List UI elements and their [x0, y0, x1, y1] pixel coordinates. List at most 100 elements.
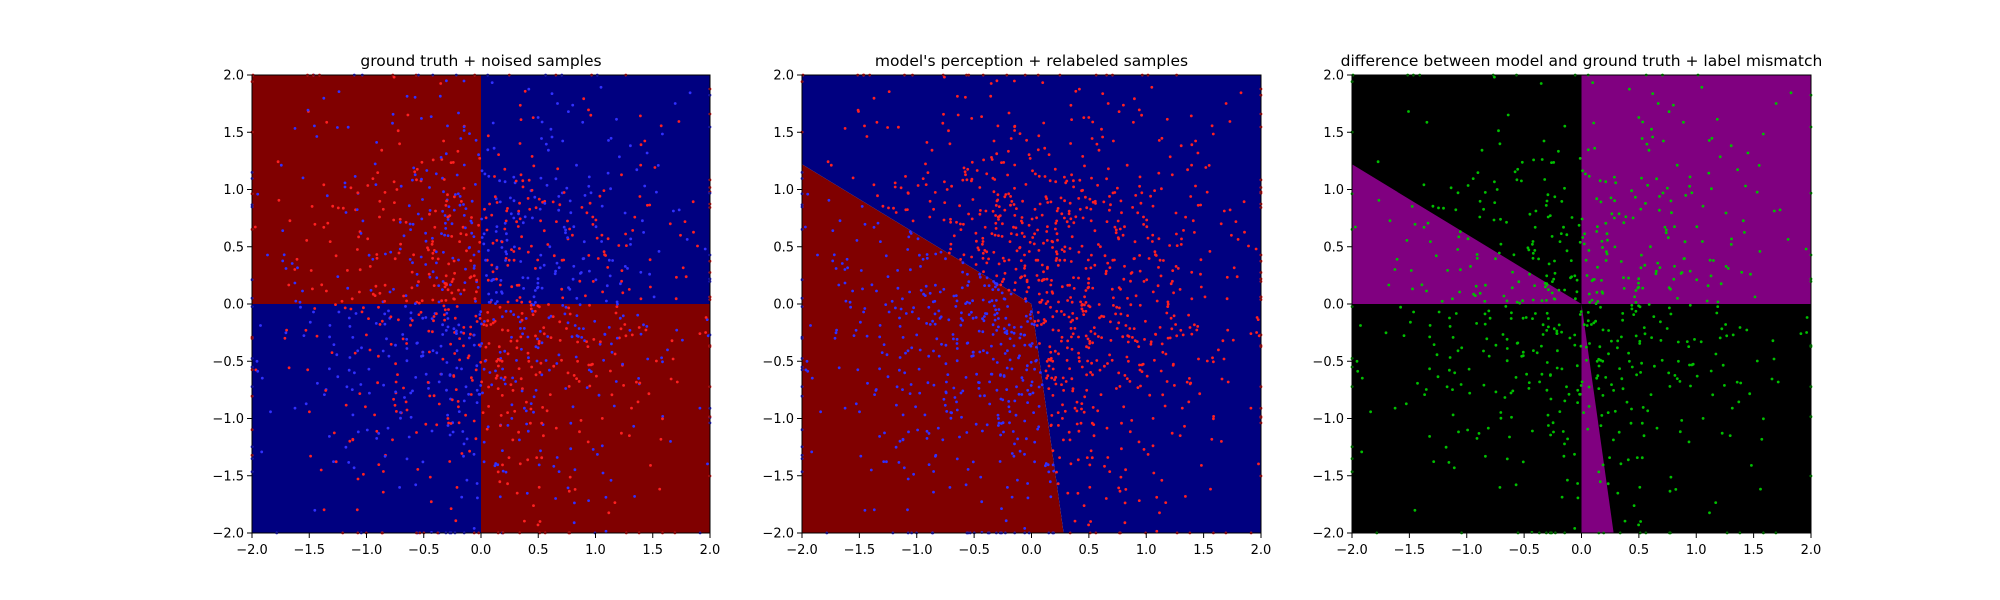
scatter-point [500, 394, 504, 397]
scatter-point [978, 272, 981, 276]
scatter-point [1077, 250, 1081, 254]
scatter-point [351, 438, 355, 442]
scatter-point [959, 317, 963, 320]
scatter-point [1028, 392, 1032, 396]
scatter-point [483, 172, 487, 176]
scatter-point [1482, 349, 1485, 353]
scatter-point [1037, 405, 1041, 408]
scatter-point [516, 225, 520, 228]
scatter-point [433, 225, 437, 229]
scatter-point [398, 220, 402, 224]
scatter-point [1082, 116, 1086, 119]
scatter-point [1513, 170, 1517, 174]
scatter-point [479, 360, 483, 364]
scatter-point [1521, 316, 1525, 320]
scatter-point [1106, 362, 1109, 365]
scatter-point [557, 353, 561, 357]
scatter-point [966, 468, 970, 471]
scatter-point [1256, 318, 1260, 321]
scatter-point [1009, 203, 1012, 207]
scatter-point [1089, 449, 1093, 453]
scatter-point [313, 222, 317, 226]
scatter-point [1194, 184, 1197, 188]
scatter-point [1425, 120, 1429, 124]
scatter-point [845, 257, 849, 261]
scatter-point [1712, 259, 1715, 262]
scatter-point [995, 282, 999, 285]
scatter-point [1070, 300, 1074, 304]
scatter-point [618, 316, 622, 320]
scatter-point [869, 468, 873, 472]
scatter-point [457, 111, 460, 115]
scatter-point [1030, 322, 1034, 326]
scatter-point [928, 199, 932, 203]
scatter-point [501, 463, 504, 467]
chart-title: ground truth + noised samples [360, 52, 601, 70]
scatter-point [435, 276, 439, 280]
scatter-point [1653, 364, 1656, 368]
scatter-point [1515, 300, 1519, 304]
scatter-point [987, 257, 990, 261]
scatter-point [982, 349, 985, 352]
scatter-point [587, 499, 590, 502]
scatter-point [349, 186, 353, 190]
scatter-point [1161, 393, 1165, 397]
scatter-point [1027, 223, 1031, 227]
scatter-point [1012, 331, 1016, 335]
scatter-point [405, 457, 409, 461]
scatter-point [939, 315, 943, 319]
scatter-point [1006, 305, 1009, 308]
scatter-point [374, 183, 378, 187]
scatter-point [1090, 137, 1094, 140]
scatter-point [1664, 228, 1668, 232]
scatter-point [520, 318, 524, 322]
scatter-point [424, 231, 427, 235]
scatter-point [409, 415, 413, 419]
scatter-point [1613, 245, 1617, 249]
scatter-point [453, 316, 457, 320]
scatter-point [1621, 318, 1624, 322]
scatter-point [1543, 178, 1547, 181]
scatter-point [849, 305, 852, 309]
scatter-point [1586, 427, 1590, 431]
scatter-point [994, 221, 998, 225]
scatter-point [598, 194, 602, 198]
x-axis-ticks: −2.0 −1.5 −1.0 −0.5 0.0 0.5 1.0 1.5 2.0 [236, 533, 720, 558]
scatter-point [1715, 117, 1719, 121]
scatter-point [1354, 225, 1357, 229]
scatter-point [1077, 276, 1080, 280]
scatter-point [1458, 230, 1462, 234]
scatter-point [1000, 291, 1004, 295]
scatter-point [1103, 364, 1106, 368]
scatter-point [1601, 246, 1604, 249]
scatter-point [539, 219, 542, 223]
scatter-point [547, 148, 550, 152]
scatter-point [1257, 462, 1260, 466]
scatter-point [1691, 362, 1695, 366]
scatter-point [374, 284, 378, 288]
scatter-point [1404, 402, 1408, 406]
scatter-point [614, 311, 618, 315]
scatter-point [703, 247, 707, 251]
scatter-point [371, 292, 375, 296]
scatter-point [1579, 310, 1583, 313]
scatter-point [1688, 175, 1692, 179]
scatter-point [425, 169, 429, 172]
scatter-point [961, 270, 964, 274]
scatter-point [1047, 470, 1051, 474]
scatter-point [1019, 259, 1023, 262]
scatter-point [1599, 358, 1602, 362]
scatter-point [1021, 199, 1024, 203]
y-axis-ticks: −2.0−1.5−1.0−0.50.00.51.01.52.0 [1312, 69, 1352, 542]
scatter-point [1475, 256, 1479, 260]
scatter-point [1089, 371, 1092, 374]
scatter-point [1576, 482, 1579, 485]
scatter-point [1078, 207, 1082, 211]
scatter-point [424, 422, 428, 426]
scatter-point [1101, 135, 1104, 139]
scatter-point [519, 118, 523, 121]
scatter-point [401, 337, 405, 341]
scatter-point [1650, 127, 1653, 131]
scatter-point [1673, 264, 1676, 268]
scatter-point [980, 500, 984, 504]
